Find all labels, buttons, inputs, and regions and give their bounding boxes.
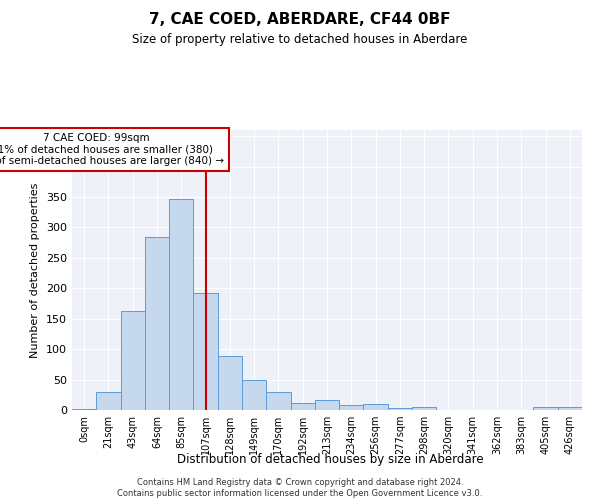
- Bar: [315, 400, 339, 410]
- Bar: [145, 237, 169, 410]
- Bar: [193, 293, 218, 410]
- Text: Contains HM Land Registry data © Crown copyright and database right 2024.
Contai: Contains HM Land Registry data © Crown c…: [118, 478, 482, 498]
- Bar: [242, 380, 266, 410]
- Y-axis label: Number of detached properties: Number of detached properties: [31, 182, 40, 358]
- Bar: [388, 408, 412, 410]
- Bar: [96, 392, 121, 410]
- Bar: [218, 356, 242, 410]
- Bar: [412, 407, 436, 410]
- Text: Distribution of detached houses by size in Aberdare: Distribution of detached houses by size …: [176, 452, 484, 466]
- Text: 7 CAE COED: 99sqm
← 31% of detached houses are smaller (380)
68% of semi-detache: 7 CAE COED: 99sqm ← 31% of detached hous…: [0, 133, 224, 166]
- Text: 7, CAE COED, ABERDARE, CF44 0BF: 7, CAE COED, ABERDARE, CF44 0BF: [149, 12, 451, 28]
- Bar: [169, 199, 193, 410]
- Bar: [339, 405, 364, 410]
- Bar: [558, 407, 582, 410]
- Bar: [72, 409, 96, 410]
- Bar: [266, 392, 290, 410]
- Bar: [290, 404, 315, 410]
- Bar: [364, 404, 388, 410]
- Text: Size of property relative to detached houses in Aberdare: Size of property relative to detached ho…: [133, 32, 467, 46]
- Bar: [533, 407, 558, 410]
- Bar: [121, 312, 145, 410]
